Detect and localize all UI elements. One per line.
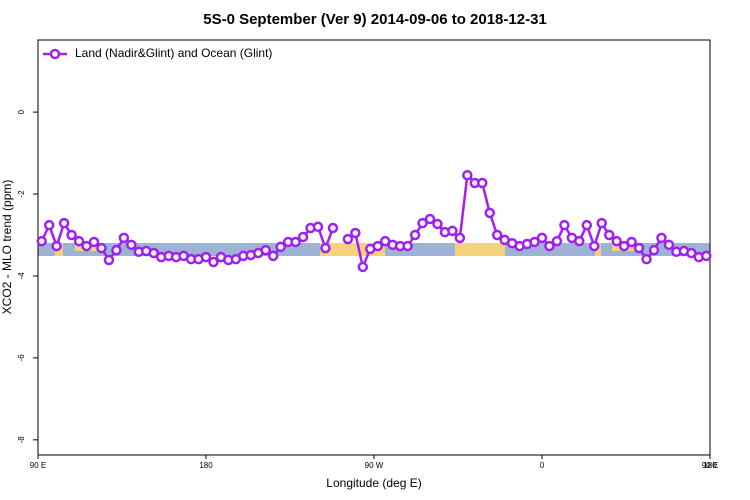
data-point — [432, 218, 443, 230]
data-point — [447, 225, 458, 237]
data-point — [327, 222, 339, 234]
data-point — [417, 217, 428, 229]
y-tick-label: -8 — [17, 436, 26, 444]
data-point — [297, 231, 309, 243]
data-point — [350, 227, 361, 239]
x-tick-label: 90 E — [702, 461, 718, 470]
data-point — [574, 235, 585, 247]
data-point — [208, 256, 219, 268]
data-point — [320, 242, 331, 254]
data-point — [559, 219, 570, 231]
data-point — [118, 232, 130, 244]
data-point — [43, 219, 55, 231]
data-point — [648, 244, 660, 256]
data-point — [454, 232, 466, 244]
data-point — [111, 244, 122, 256]
data-point — [148, 247, 159, 259]
data-point — [611, 235, 622, 247]
data-point — [529, 236, 540, 248]
x-tick-label: 0 — [540, 461, 545, 470]
data-point — [536, 232, 548, 244]
data-point — [312, 221, 324, 233]
data-point — [36, 235, 47, 247]
data-point — [656, 232, 667, 244]
data-point — [200, 251, 212, 263]
data-point — [641, 253, 652, 265]
x-axis-label: Longitude (deg E) — [326, 476, 421, 490]
x-tick-label: 180 — [703, 461, 717, 470]
data-point — [81, 240, 92, 252]
data-point — [686, 247, 697, 259]
data-point — [491, 229, 503, 241]
chart-title: 5S-0 September (Ver 9) 2014-09-06 to 201… — [203, 11, 547, 28]
data-point — [603, 229, 615, 241]
data-point — [372, 240, 383, 252]
y-tick-label: -6 — [17, 354, 26, 362]
data-point — [51, 240, 62, 252]
x-tick-label: 90 E — [30, 461, 46, 470]
data-point — [58, 217, 70, 229]
data-point — [267, 250, 279, 262]
data-point — [342, 233, 354, 245]
data-point — [484, 207, 495, 219]
data-point — [88, 236, 100, 248]
data-point — [290, 236, 301, 248]
data-point — [663, 239, 675, 251]
data-point — [596, 217, 607, 229]
data-point — [103, 254, 115, 266]
data-point — [701, 250, 712, 262]
legend — [39, 43, 279, 65]
data-point — [589, 240, 600, 252]
data-point — [477, 177, 488, 189]
data-point — [462, 169, 473, 181]
data-point — [402, 240, 413, 252]
data-point — [126, 239, 137, 251]
data-point — [551, 235, 563, 247]
data-point — [424, 213, 436, 225]
x-tick-label: 180 — [199, 461, 213, 470]
legend-marker — [49, 48, 61, 60]
y-tick-label: -4 — [17, 272, 26, 280]
y-tick-label: -2 — [17, 190, 26, 198]
data-point — [96, 242, 107, 254]
y-axis-label: XCO2 - MLO trend (ppm) — [0, 180, 14, 315]
data-point — [618, 240, 630, 252]
data-point — [66, 229, 77, 241]
legend-label: Land (Nadir&Glint) and Ocean (Glint) — [75, 46, 272, 60]
data-point — [275, 241, 286, 253]
data-point — [626, 236, 637, 248]
data-point — [73, 235, 85, 247]
x-tick-label: 90 W — [365, 461, 384, 470]
data-point — [409, 229, 421, 241]
data-point — [581, 219, 593, 231]
data-point — [544, 240, 555, 252]
data-point — [260, 244, 271, 256]
y-tick-label: 0 — [17, 109, 26, 114]
data-point — [633, 242, 645, 254]
data-point — [357, 261, 369, 273]
